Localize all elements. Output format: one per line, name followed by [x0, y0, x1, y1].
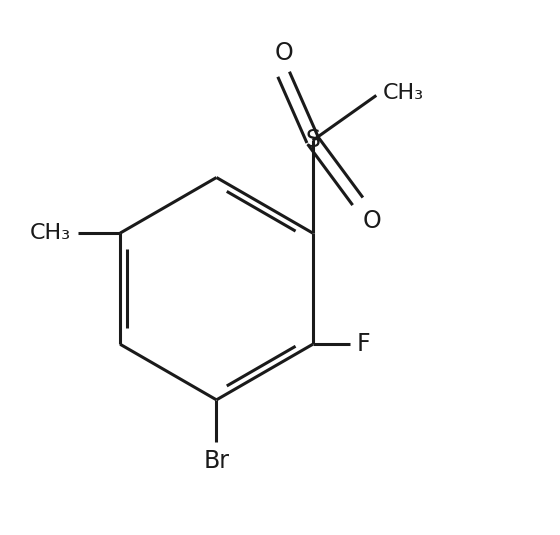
Text: O: O — [363, 209, 382, 233]
Text: CH₃: CH₃ — [382, 83, 424, 103]
Text: S: S — [305, 128, 320, 152]
Text: F: F — [357, 332, 370, 356]
Text: CH₃: CH₃ — [30, 223, 71, 243]
Text: O: O — [274, 41, 293, 65]
Text: Br: Br — [203, 449, 230, 473]
